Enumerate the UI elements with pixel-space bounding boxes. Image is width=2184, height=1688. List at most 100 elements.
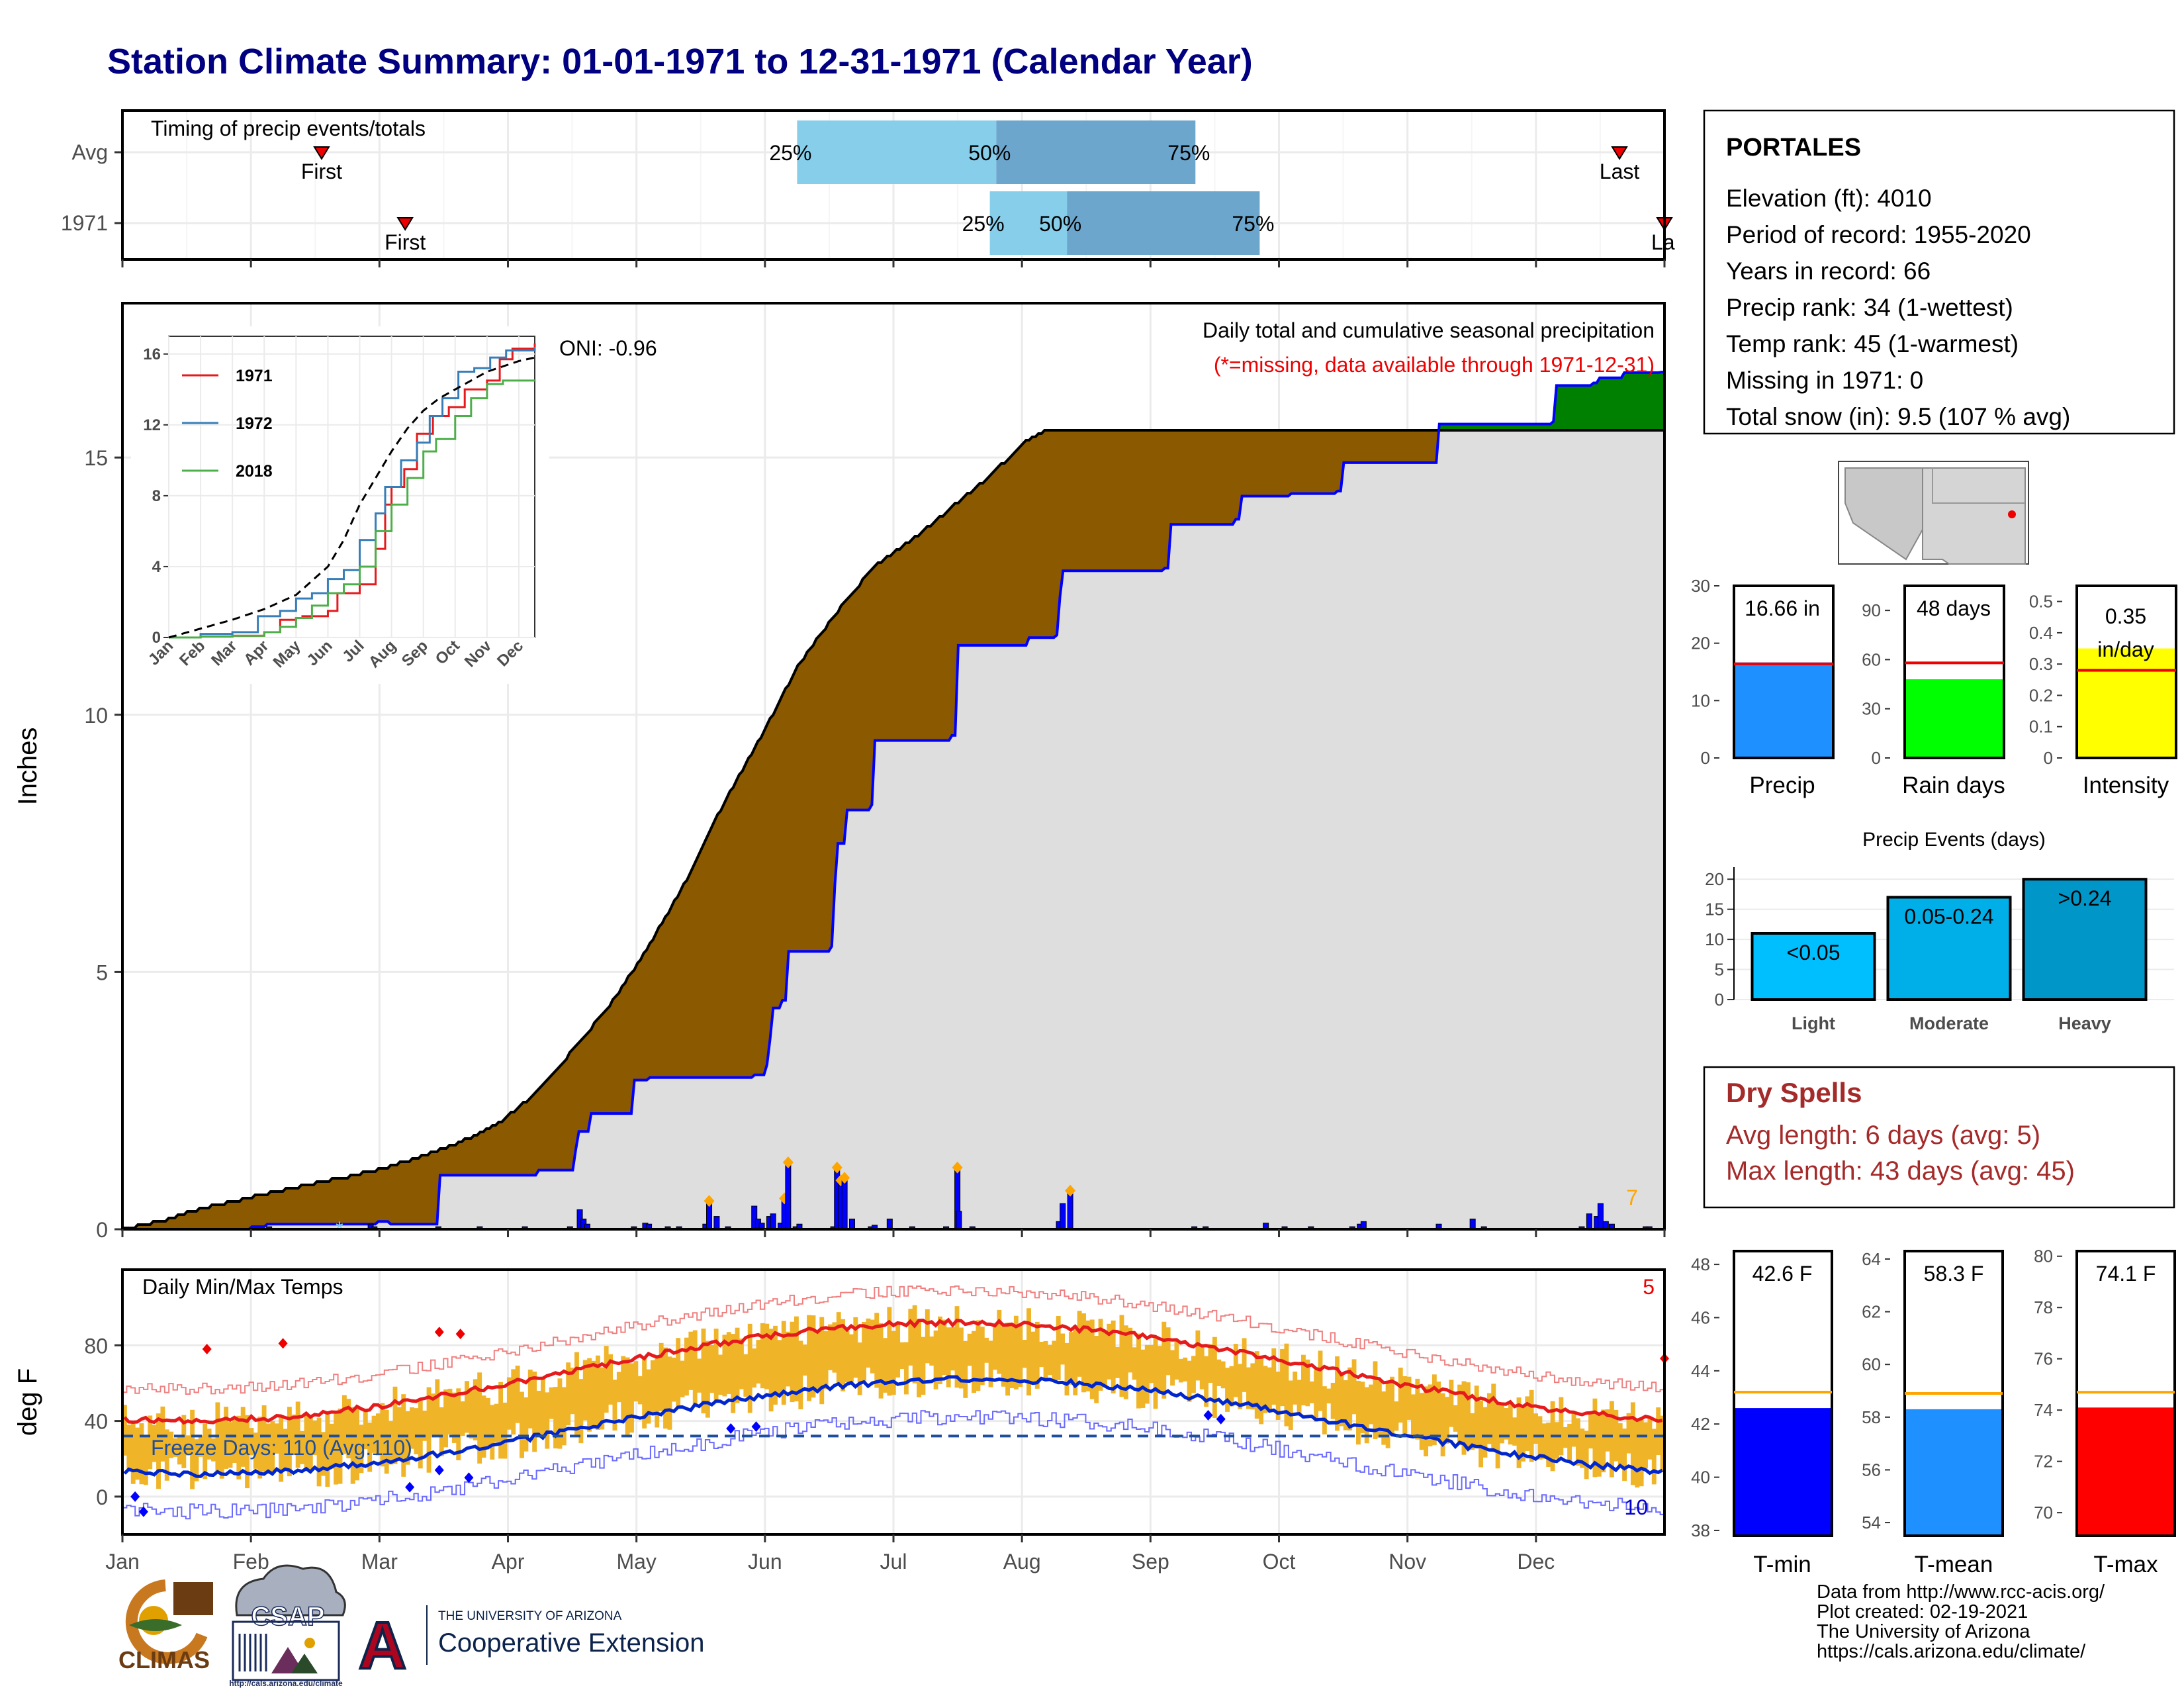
daily-temp-bar (1314, 1370, 1319, 1422)
page-title: Station Climate Summary: 01-01-1971 to 1… (107, 42, 1253, 81)
daily-temp-bar (1140, 1349, 1146, 1408)
daily-temp-bar (903, 1342, 909, 1395)
daily-temp-bar (1537, 1416, 1543, 1460)
daily-temp-bar (465, 1381, 469, 1433)
month-axis-label: Nov (1388, 1550, 1426, 1573)
temp-ytick-label: 80 (2034, 1246, 2053, 1266)
daily-temp-bar (938, 1316, 942, 1384)
inset-series-line (169, 379, 535, 639)
temp-ytick-label: 54 (1862, 1513, 1881, 1532)
csap-wordmark: CSAP (251, 1602, 324, 1631)
precip-event-name: Moderate (1909, 1013, 1989, 1033)
temp-ytick-label: 48 (1691, 1254, 1710, 1274)
daily-temp-bar (895, 1321, 901, 1378)
station-box-frame (1703, 109, 2175, 435)
daily-temp-bar (1516, 1397, 1522, 1468)
daily-temp-bar (1555, 1422, 1559, 1459)
daily-temp-bar (963, 1340, 968, 1398)
summary-ytick-label: 0.1 (2029, 717, 2053, 737)
daily-temp-bar (629, 1363, 634, 1433)
daily-temp-bar (853, 1317, 858, 1378)
daily-temp-bar (680, 1360, 685, 1397)
daily-temp-bar (1212, 1336, 1217, 1418)
summary-bar-name: Intensity (2083, 773, 2169, 798)
daily-temp-bar (1056, 1315, 1061, 1381)
daily-temp-bar (1614, 1409, 1619, 1462)
daily-temp-bar (185, 1435, 191, 1456)
daily-temp-bar (663, 1347, 668, 1429)
daily-temp-bar (1394, 1401, 1399, 1431)
daily-temp-bar (802, 1344, 807, 1376)
daily-temp-bar (887, 1307, 892, 1396)
daily-temp-bar (1432, 1374, 1437, 1446)
daily-temp-bar (684, 1337, 689, 1396)
daily-temp-bar (1482, 1407, 1488, 1458)
dry-spells-frame (1703, 1066, 2175, 1209)
daily-temp-bar (874, 1313, 880, 1388)
daily-temp-bar (1567, 1423, 1572, 1462)
daily-temp-bar (574, 1352, 579, 1437)
daily-temp-bar (946, 1327, 951, 1387)
daily-temp-bar (152, 1425, 157, 1462)
daily-temp-bar (371, 1415, 377, 1453)
daily-temp-bar (414, 1408, 419, 1454)
daily-temp-bar (148, 1415, 153, 1470)
daily-temp-bar (1043, 1340, 1048, 1380)
inset-ytick-label: 12 (143, 416, 161, 434)
daily-temp-bar (1406, 1376, 1412, 1420)
timing-bar-25-50 (797, 120, 997, 184)
month-axis-label: May (616, 1550, 656, 1573)
daily-temp-bar (1119, 1315, 1124, 1397)
daily-temp-bar (350, 1407, 355, 1484)
daily-temp-bar (1343, 1380, 1348, 1430)
daily-temp-bar (257, 1417, 263, 1479)
precip-avg-line (122, 429, 1664, 1229)
daily-temp-bar (1199, 1347, 1205, 1389)
precip-ytd-area (122, 372, 1664, 1229)
daily-temp-bar (811, 1315, 816, 1398)
daily-temp-bar (862, 1321, 867, 1383)
daily-temp-bar (726, 1332, 731, 1394)
precip-caption: Daily total and cumulative seasonal prec… (1203, 318, 1655, 342)
daily-temp-bar (1246, 1367, 1251, 1409)
daily-temp-bar (925, 1309, 930, 1364)
daily-temp-bar (1580, 1429, 1585, 1468)
first-marker-icon (396, 217, 414, 231)
station-name: PORTALES (1726, 134, 1861, 162)
daily-temp-bar (1254, 1351, 1259, 1419)
daily-temp-bar (1533, 1413, 1538, 1444)
daily-temp-bar (532, 1372, 537, 1452)
summary-bar-frame (1903, 585, 2005, 759)
daily-temp-bar (1183, 1357, 1188, 1382)
csap-cloud-icon (235, 1564, 346, 1617)
daily-temp-bar (1178, 1358, 1183, 1383)
daily-temp-bar (523, 1397, 529, 1452)
daily-temp-bar (245, 1415, 250, 1489)
daily-temp-bar (1094, 1336, 1099, 1403)
avg-max-line (123, 1317, 1663, 1425)
daily-temp-bar (405, 1411, 410, 1465)
daily-temp-bar (1461, 1381, 1467, 1455)
month-axis-label: Oct (1263, 1550, 1296, 1573)
daily-temp-bar (637, 1376, 643, 1405)
daily-temp-bar (304, 1414, 309, 1470)
daily-temp-bar (334, 1413, 339, 1485)
dry-spells-max: Max length: 43 days (avg: 45) (1726, 1156, 2075, 1186)
summary-bar-fill (1905, 679, 2004, 758)
daily-temp-bar (819, 1317, 825, 1405)
climas-wordmark: CLIMAS (118, 1646, 210, 1673)
daily-temp-bar (1588, 1412, 1593, 1449)
daily-temp-bar (1364, 1387, 1369, 1444)
daily-temp-bar (1301, 1354, 1306, 1405)
summary-value-label: 16.66 in (1745, 596, 1820, 620)
daily-temp-bar (828, 1324, 833, 1370)
daily-temp-bar (908, 1309, 913, 1366)
month-axis-label: Jun (748, 1550, 782, 1573)
daily-temp-bar (878, 1323, 884, 1399)
daily-temp-bar (325, 1413, 330, 1487)
daily-temp-bar (1297, 1380, 1302, 1413)
daily-temp-bar (848, 1334, 854, 1382)
daily-temp-bar (232, 1417, 237, 1464)
daily-temp-bar (786, 1331, 791, 1387)
